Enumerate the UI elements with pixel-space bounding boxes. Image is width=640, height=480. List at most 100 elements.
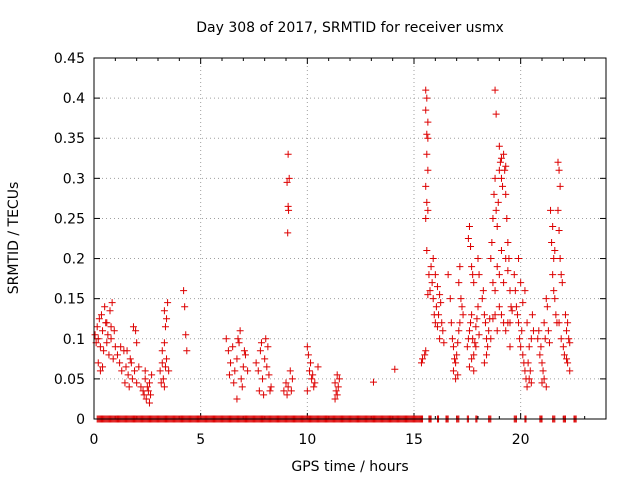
data-point xyxy=(551,295,559,303)
data-point xyxy=(438,319,446,327)
data-point xyxy=(489,214,497,222)
data-point xyxy=(502,190,510,198)
x-tick-label: 20 xyxy=(512,432,530,448)
data-point xyxy=(129,323,137,331)
data-point xyxy=(158,359,166,367)
data-point xyxy=(525,375,533,383)
data-point xyxy=(163,315,171,323)
data-point xyxy=(484,343,492,351)
data-point xyxy=(156,367,164,375)
data-point xyxy=(502,255,510,263)
data-point xyxy=(453,351,461,359)
data-point xyxy=(423,150,431,158)
data-point xyxy=(238,383,246,391)
data-point xyxy=(107,335,115,343)
data-point xyxy=(497,174,505,182)
y-tick-label: 0.45 xyxy=(54,51,85,67)
data-point xyxy=(391,365,399,373)
data-point xyxy=(456,319,464,327)
data-point xyxy=(160,307,168,315)
data-point xyxy=(97,311,105,319)
data-point xyxy=(96,367,104,375)
data-point xyxy=(548,239,556,247)
data-point xyxy=(310,383,318,391)
data-point xyxy=(109,355,117,363)
data-point xyxy=(488,239,496,247)
data-point xyxy=(497,311,505,319)
data-point xyxy=(137,383,145,391)
data-point xyxy=(241,351,249,359)
data-point xyxy=(159,375,167,383)
data-point xyxy=(308,375,316,383)
data-point xyxy=(469,271,477,279)
data-point xyxy=(524,359,532,367)
data-point xyxy=(160,383,168,391)
data-point xyxy=(557,335,565,343)
data-point xyxy=(566,339,574,347)
data-point xyxy=(458,303,466,311)
data-point xyxy=(566,367,574,375)
data-point xyxy=(485,327,493,335)
data-points xyxy=(91,86,580,423)
data-point xyxy=(225,371,233,379)
data-point xyxy=(96,343,104,351)
x-tick-label: 0 xyxy=(90,432,99,448)
y-tick-label: 0 xyxy=(76,412,85,428)
data-point xyxy=(468,263,476,271)
data-point xyxy=(555,226,563,234)
data-point xyxy=(557,271,565,279)
data-point xyxy=(433,323,441,331)
data-point xyxy=(285,174,293,182)
data-point xyxy=(422,347,430,355)
data-point xyxy=(121,379,129,387)
data-point xyxy=(517,279,525,287)
data-point xyxy=(182,331,190,339)
data-point xyxy=(534,335,542,343)
data-point xyxy=(447,319,455,327)
data-point xyxy=(287,387,295,395)
data-point xyxy=(124,371,132,379)
data-point xyxy=(457,295,465,303)
data-point xyxy=(513,311,521,319)
data-point xyxy=(493,327,501,335)
data-point xyxy=(451,355,459,363)
data-point xyxy=(446,295,454,303)
data-point xyxy=(283,178,291,186)
data-point xyxy=(244,367,252,375)
data-point xyxy=(493,222,501,230)
data-point xyxy=(101,303,109,311)
data-point xyxy=(563,327,571,335)
data-point xyxy=(497,154,505,162)
data-point xyxy=(280,387,288,395)
data-point xyxy=(559,343,567,351)
data-point xyxy=(452,359,460,367)
data-point xyxy=(444,271,452,279)
data-point xyxy=(436,291,444,299)
data-point xyxy=(545,339,553,347)
data-point xyxy=(422,86,430,94)
data-point xyxy=(502,162,510,170)
data-point xyxy=(331,379,339,387)
data-point xyxy=(257,339,265,347)
data-point xyxy=(542,295,550,303)
data-point xyxy=(549,222,557,230)
data-point xyxy=(332,387,340,395)
data-point xyxy=(539,367,547,375)
data-point xyxy=(550,255,558,263)
data-point xyxy=(264,343,272,351)
data-point xyxy=(284,383,292,391)
data-point xyxy=(550,287,558,295)
data-point xyxy=(231,367,239,375)
data-point xyxy=(266,387,274,395)
data-point xyxy=(487,335,495,343)
data-point xyxy=(515,319,523,327)
y-tick-label: 0.3 xyxy=(63,171,85,187)
data-point xyxy=(432,303,440,311)
data-point xyxy=(470,367,478,375)
data-point xyxy=(424,134,432,142)
data-point xyxy=(478,295,486,303)
data-point xyxy=(492,110,500,118)
data-point xyxy=(472,343,480,351)
data-point xyxy=(117,343,125,351)
